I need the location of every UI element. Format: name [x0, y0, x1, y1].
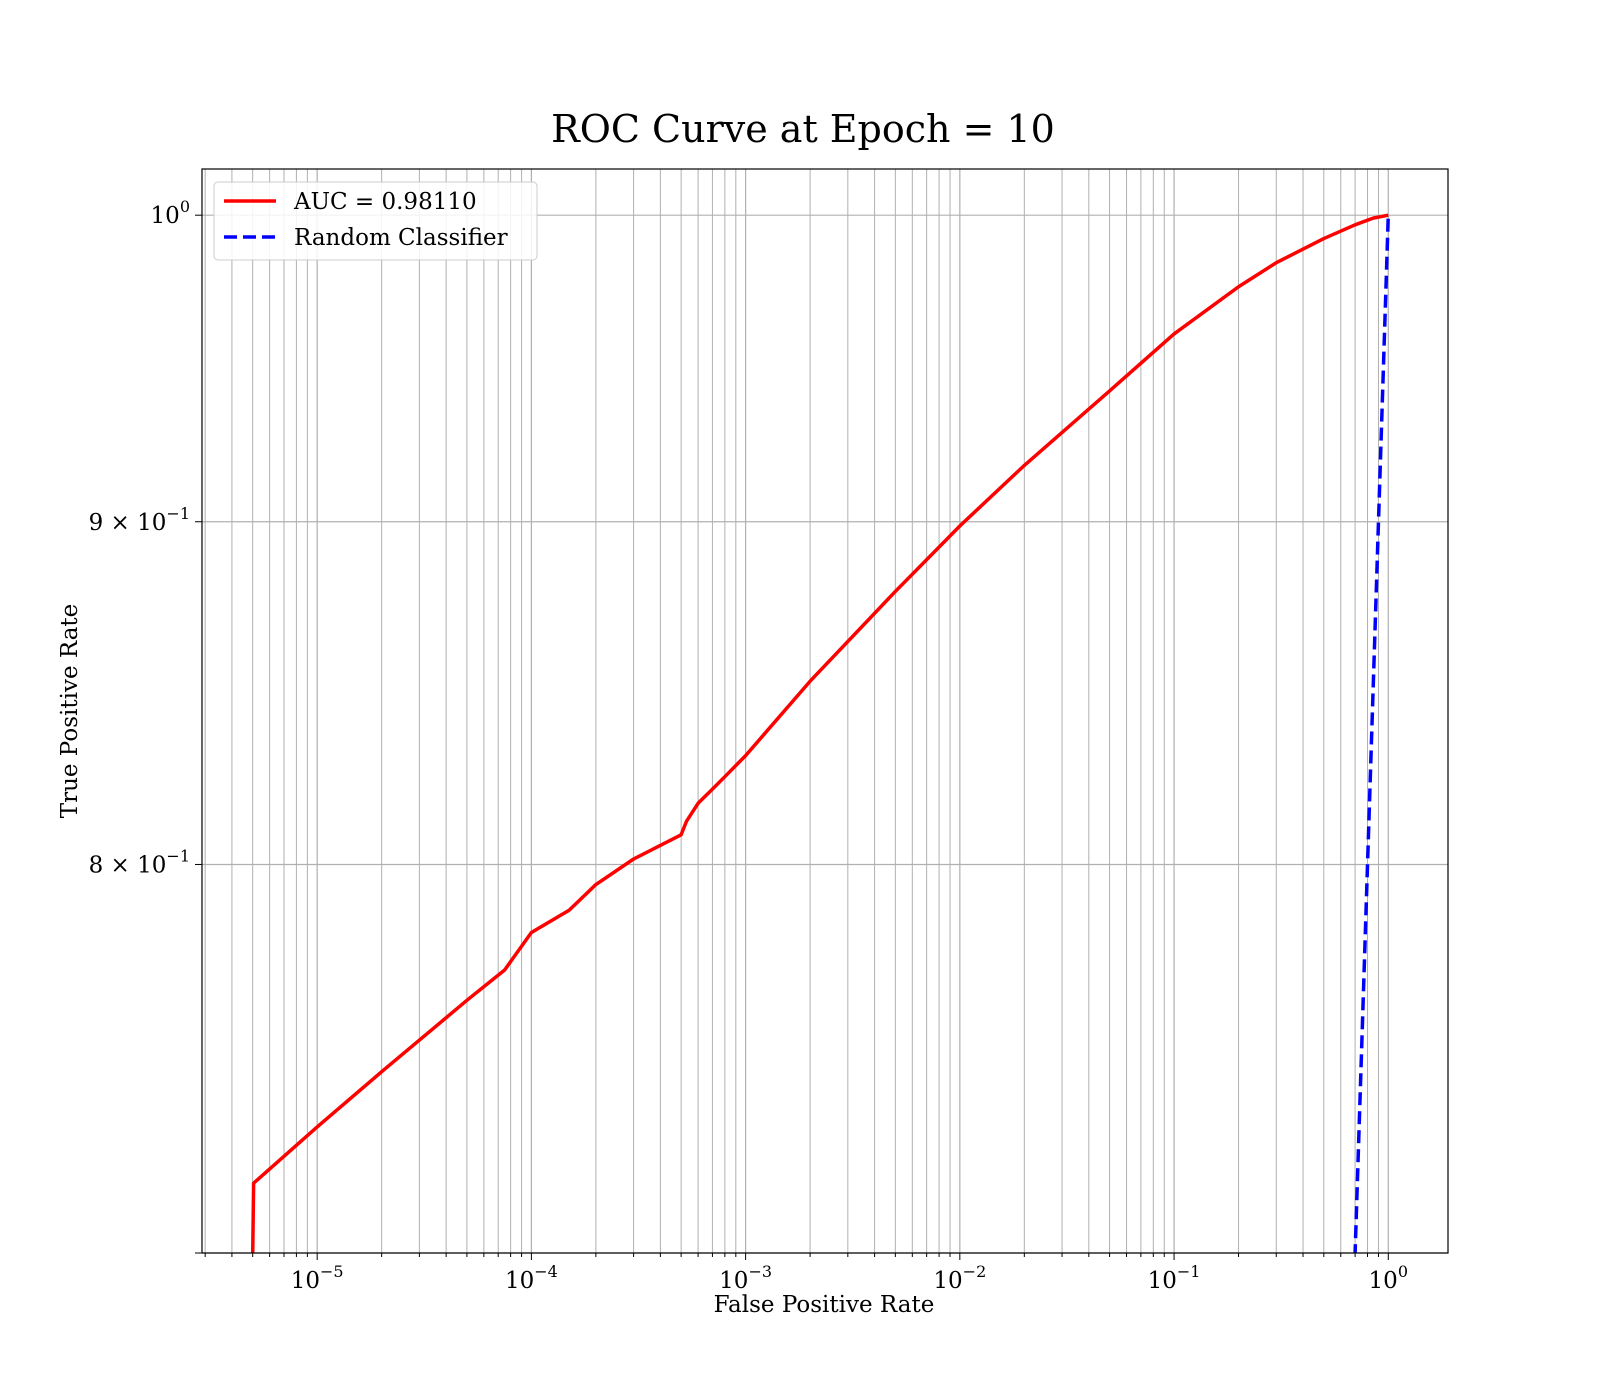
y-tick-label: 100 [151, 197, 190, 229]
legend-box [213, 181, 538, 261]
y-axis-label: True Positive Rate [57, 604, 83, 819]
legend: AUC = 0.98110 Random Classifier [213, 181, 538, 261]
random-classifier-line [1353, 215, 1391, 1253]
series-layer [250, 213, 1391, 1253]
legend-label-auc: AUC = 0.98110 [293, 189, 477, 215]
y-tick-label: 9 × 10−1 [89, 504, 190, 536]
y-tick-labels: 100 9 × 10−1 8 × 10−1 [89, 197, 190, 878]
x-tick-label: 10−1 [1148, 1262, 1201, 1294]
x-tick-label: 100 [1369, 1262, 1408, 1294]
x-tick-label: 10−3 [719, 1262, 772, 1294]
grid-lines [202, 169, 1448, 1254]
x-tick-label: 10−2 [933, 1262, 986, 1294]
x-tick-label: 10−5 [291, 1262, 344, 1294]
chart-title: ROC Curve at Epoch = 10 [551, 107, 1055, 151]
plot-area [195, 168, 1449, 1260]
x-tick-label: 10−4 [505, 1262, 558, 1294]
x-tick-labels: 10−5 10−4 10−3 10−2 10−1 100 [291, 1262, 1408, 1294]
roc-curve-line [250, 213, 1389, 1253]
legend-label-random: Random Classifier [294, 225, 508, 251]
plot-background [202, 169, 1448, 1253]
tick-marks [195, 214, 1389, 1260]
y-tick-label: 8 × 10−1 [89, 846, 190, 878]
x-axis-label: False Positive Rate [714, 1292, 935, 1318]
plot-frame [201, 168, 1449, 1254]
